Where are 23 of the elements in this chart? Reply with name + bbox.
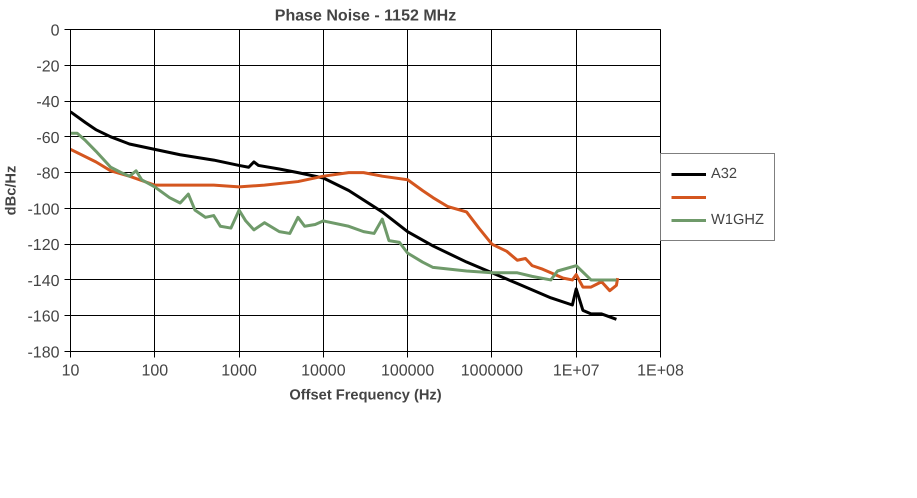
- y-tick-label: -40: [36, 94, 60, 112]
- y-tick-label: -140: [27, 272, 60, 290]
- y-tick-label: -120: [27, 237, 60, 254]
- legend-label: A32: [711, 166, 738, 182]
- x-axis-title: Offset Frequency (Hz): [289, 388, 442, 404]
- y-tick-label: 0: [50, 22, 60, 40]
- y-tick-label: -180: [27, 344, 60, 362]
- y-tick-label: -160: [27, 308, 60, 326]
- x-tick-label: 100000: [380, 362, 434, 380]
- y-tick-label: -80: [36, 166, 60, 183]
- x-tick-label: 1000: [221, 362, 257, 380]
- chart-title: Phase Noise - 1152 MHz: [274, 8, 456, 24]
- x-tick-label: 10000: [301, 362, 346, 380]
- x-tick-label: 1E+08: [637, 362, 684, 380]
- x-tick-label: 10: [62, 362, 80, 380]
- x-tick-label: 1000000: [460, 362, 524, 380]
- y-axis-title: dBc/Hz: [3, 166, 20, 216]
- y-tick-label: -20: [36, 58, 60, 76]
- x-tick-label: 100: [141, 362, 168, 380]
- y-tick-label: -100: [27, 201, 60, 218]
- legend-label: W1GHZ: [711, 212, 764, 228]
- x-tick-label: 1E+07: [552, 362, 600, 380]
- y-tick-label: -60: [36, 130, 60, 147]
